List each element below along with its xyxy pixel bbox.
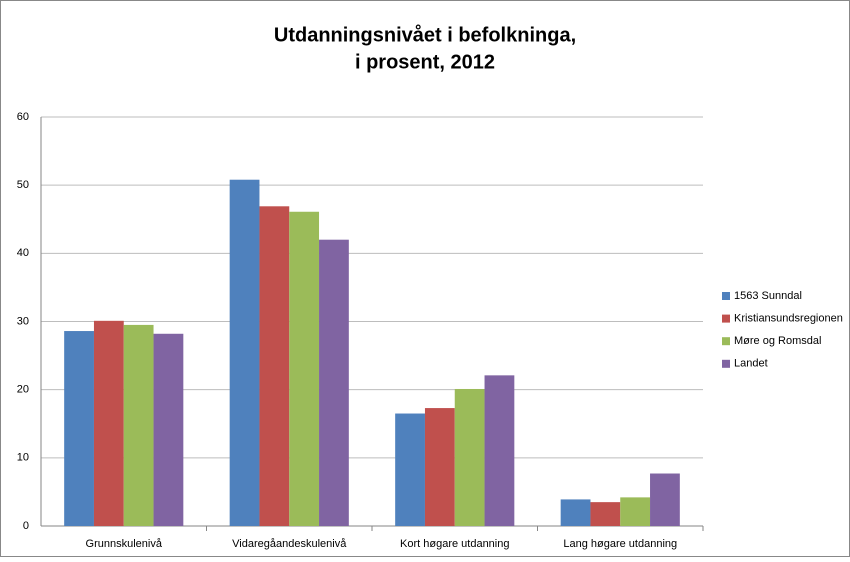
bar xyxy=(123,324,154,526)
bar xyxy=(259,206,290,526)
legend-swatch xyxy=(722,359,730,368)
legend-swatch xyxy=(722,292,730,300)
bar xyxy=(650,473,680,526)
bar xyxy=(620,497,651,526)
y-tick-label: 30 xyxy=(17,315,29,327)
legend-label: Landet xyxy=(734,358,768,370)
legend-label: Kristiansundsregionen xyxy=(734,313,843,325)
bar xyxy=(64,331,94,526)
y-tick-label: 60 xyxy=(17,111,29,123)
legend-label: 1563 Sunndal xyxy=(734,290,802,302)
bar xyxy=(395,413,425,526)
bar xyxy=(484,375,515,526)
bar xyxy=(590,502,621,526)
y-tick-label: 20 xyxy=(17,384,29,396)
x-tick-label: Lang høgare utdanning xyxy=(563,538,677,550)
bar xyxy=(93,320,124,526)
y-tick-label: 40 xyxy=(17,247,29,259)
bar xyxy=(424,408,455,526)
y-tick-label: 50 xyxy=(17,179,29,191)
bar xyxy=(560,499,591,526)
legend-label: Møre og Romsdal xyxy=(734,335,821,347)
bar xyxy=(319,239,349,526)
bar xyxy=(289,211,320,527)
chart-title: i prosent, 2012 xyxy=(355,51,495,73)
x-tick-label: Kort høgare utdanning xyxy=(400,538,509,550)
x-tick-label: Grunnskulenivå xyxy=(86,538,163,550)
chart-title: Utdanningsnivået i befolkninga, xyxy=(274,23,576,46)
legend-swatch xyxy=(722,314,730,323)
x-tick-label: Vidaregåandeskulenivå xyxy=(232,538,347,550)
legend-swatch xyxy=(722,337,730,346)
y-tick-label: 0 xyxy=(23,520,29,532)
y-tick-label: 10 xyxy=(17,452,29,464)
bar xyxy=(229,179,260,527)
bar xyxy=(153,333,184,526)
bar xyxy=(454,388,485,526)
